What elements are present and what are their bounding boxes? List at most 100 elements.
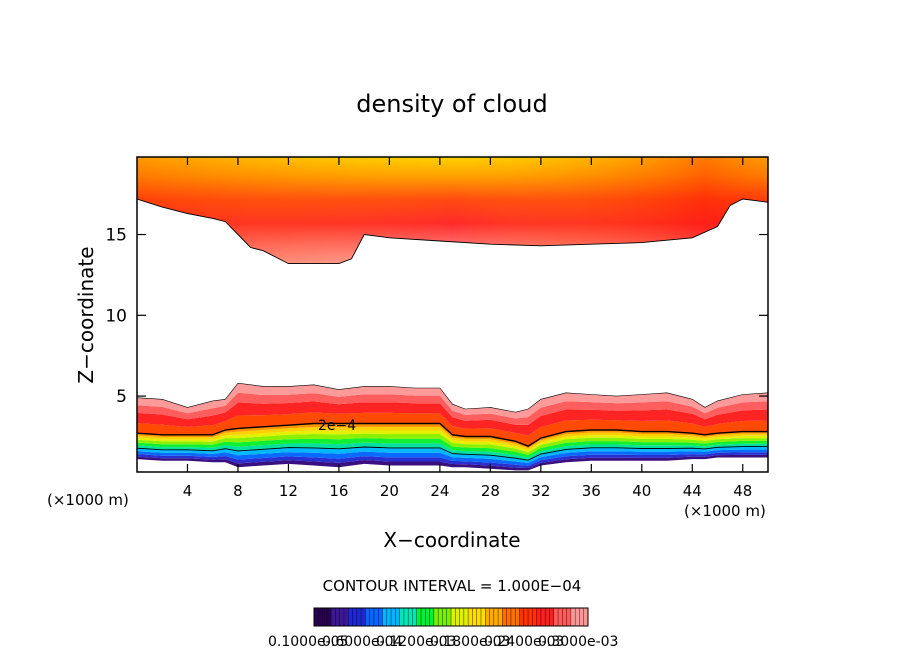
colorbar-swatch-36: [468, 608, 473, 626]
colorbar-labels: 0.1000e-05 0.6000e-04 0.1200e-03 0.1800e…: [268, 634, 618, 650]
x-tick-label: 48: [733, 482, 752, 500]
colorbar-swatch-53: [540, 608, 546, 626]
colorbar-swatch-34: [459, 608, 465, 626]
cloud-layers: [137, 157, 768, 471]
x-tick-label: 4: [183, 482, 193, 500]
lower-cloud-band-5: [137, 438, 768, 458]
colorbar-swatch-47: [515, 608, 520, 626]
colorbar-label: 0.1000e-05: [268, 634, 348, 650]
colorbar-swatch-18: [391, 608, 396, 626]
colorbar-swatch-33: [455, 608, 460, 626]
colorbar-swatch-54: [545, 608, 550, 626]
colorbar-swatch-59: [566, 608, 572, 626]
y-tick-label: 15: [105, 226, 127, 246]
colorbar-swatch-35: [463, 608, 469, 626]
colorbar-swatch-43: [498, 608, 503, 626]
x-tick-label: 8: [233, 482, 243, 500]
colorbar-swatch-44: [502, 608, 507, 626]
colorbar-swatch-0: [314, 608, 319, 626]
x-tick-label: 28: [481, 482, 500, 500]
colorbar-swatch-14: [373, 608, 379, 626]
colorbar-swatch-8: [348, 608, 353, 626]
lower-cloud-band-12: [137, 392, 768, 425]
colorbar-swatch-9: [352, 608, 358, 626]
plot-area: 2e−4: [136, 156, 769, 473]
lower-cloud-band-7: [137, 430, 768, 453]
colorbar-swatch-58: [562, 608, 567, 626]
contour-line-lower-edge: [136, 382, 769, 413]
colorbar-swatch-13: [369, 608, 375, 626]
colorbar-swatch-63: [583, 608, 589, 626]
x-tick-label: 16: [329, 482, 348, 500]
colorbar-swatch-41: [489, 608, 495, 626]
colorbar-swatch-23: [412, 608, 418, 626]
colorbar-label-6: 0.3000e-03: [538, 634, 618, 650]
x-tick-label: 44: [683, 482, 702, 500]
colorbar-swatch-11: [361, 608, 366, 626]
colorbar-swatch-50: [528, 608, 533, 626]
contour-interval-text: CONTOUR INTERVAL = 1.000E−04: [323, 577, 582, 595]
x-tick-label: 36: [582, 482, 601, 500]
colorbar-swatch-42: [493, 608, 499, 626]
colorbar-swatch-29: [438, 608, 443, 626]
colorbar-swatch-45: [506, 608, 512, 626]
lower-cloud-band-2: [137, 449, 768, 466]
x-unit-left: (×1000 m): [47, 491, 129, 509]
colorbar-swatch-26: [425, 608, 430, 626]
colorbar-swatch-1: [318, 608, 323, 626]
lower-cloud-band-4: [137, 442, 768, 461]
lower-cloud-band-3: [137, 446, 768, 463]
colorbar-swatch-12: [365, 608, 370, 626]
colorbar-label-5: 0.2400e-03: [484, 634, 564, 650]
colorbar-swatch-37: [472, 608, 477, 626]
colorbar-label-3: 0.1200e-03: [376, 634, 456, 650]
lower-cloud-band-10: [137, 412, 768, 447]
lower-cloud-band-13: [137, 383, 768, 419]
lower-cloud-band-0: [137, 454, 768, 471]
colorbar-swatch-38: [476, 608, 482, 626]
colorbar-label-2: 0.6000e-04: [322, 634, 403, 650]
colorbar: [313, 607, 589, 627]
colorbar-swatch-20: [399, 608, 405, 626]
x-axis: 4 8 12 16 20 24 28 32 36 40 44 48: [183, 157, 752, 500]
colorbar-swatch-4: [331, 608, 336, 626]
colorbar-swatch-19: [395, 608, 400, 626]
colorbar-swatch-52: [536, 608, 542, 626]
colorbar-swatch-49: [523, 608, 529, 626]
colorbar-swatch-16: [382, 608, 388, 626]
y-tick-label: 5: [116, 387, 127, 407]
colorbar-swatch-32: [451, 608, 456, 626]
x-tick-label: 24: [430, 482, 449, 500]
colorbar-swatch-28: [433, 608, 439, 626]
colorbar-swatch-39: [480, 608, 486, 626]
colorbar-swatch-6: [339, 608, 345, 626]
colorbar-swatch-30: [442, 608, 448, 626]
colorbar-swatch-61: [575, 608, 580, 626]
x-tick-label: 12: [279, 482, 298, 500]
y-axis: 5 10 15: [105, 226, 768, 407]
colorbar-swatch-27: [429, 608, 435, 626]
colorbar-swatch-62: [579, 608, 585, 626]
colorbar-swatch-46: [510, 608, 516, 626]
lower-cloud-band-11: [137, 401, 768, 436]
colorbar-label-4: 0.1800e-03: [430, 634, 510, 650]
y-axis-label: Z−coordinate: [74, 246, 98, 383]
contour-line-1e-4: [136, 446, 768, 461]
x-tick-label: 20: [380, 482, 399, 500]
plot-frame: [136, 156, 769, 473]
colorbar-swatch-7: [343, 608, 349, 626]
upper-cloud-shading: [137, 157, 768, 264]
colorbar-swatch-10: [356, 608, 362, 626]
contour-line-upper-edge: [136, 156, 769, 265]
x-tick-label: 32: [531, 482, 550, 500]
colorbar-swatch-21: [403, 608, 409, 626]
colorbar-swatch-31: [446, 608, 452, 626]
y-tick-label: 10: [105, 306, 127, 326]
contour-label: 2e−4: [318, 418, 356, 434]
lower-cloud-band-8: [137, 426, 768, 451]
lower-cloud-band-6: [137, 433, 768, 455]
colorbar-swatch-24: [416, 608, 422, 626]
colorbar-swatch-57: [558, 608, 563, 626]
colorbar-swatch-48: [519, 608, 525, 626]
